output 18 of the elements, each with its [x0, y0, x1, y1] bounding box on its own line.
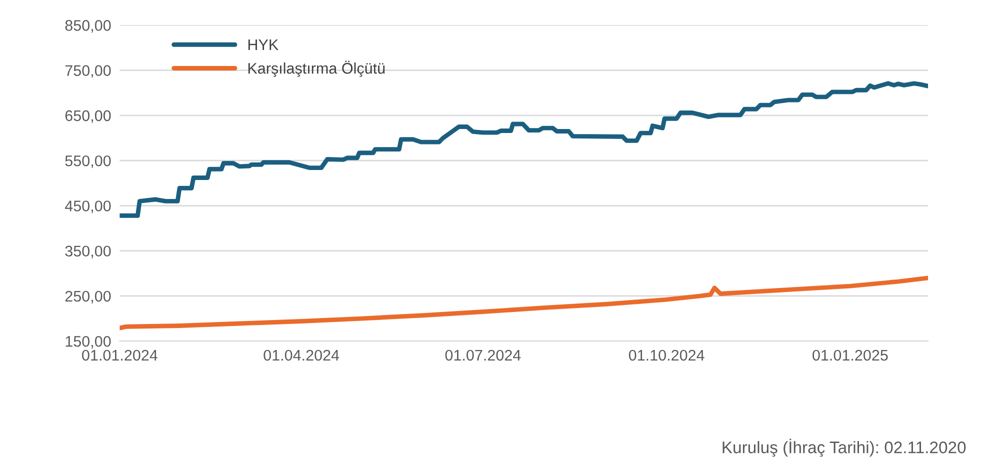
x-tick-label: 01.01.2024	[82, 350, 158, 361]
y-tick-label: 750,00	[65, 65, 111, 78]
x-tick-label: 01.04.2024	[264, 350, 340, 361]
legend-label: Karşılaştırma Ölçütü	[248, 60, 385, 77]
line-series	[120, 276, 928, 330]
legend-label: HYK	[248, 39, 278, 50]
y-tick-label: 150,00	[66, 336, 111, 349]
x-tick-label: 01.10.2024	[628, 350, 704, 361]
x-tick-label: 01.07.2024	[445, 350, 521, 361]
y-tick-label: 550,00	[65, 155, 111, 168]
y-tick-label: 850,00	[65, 20, 111, 33]
y-tick-label: 650,00	[65, 110, 111, 123]
text: Kuruluş (İhraç Tarihi): 02.11.2020	[722, 438, 966, 457]
y-tick-label: 350,00	[65, 246, 111, 258]
line-series	[120, 81, 928, 218]
y-tick-label: 450,00	[64, 200, 111, 214]
x-tick-label: 01.01.2025	[812, 350, 888, 361]
y-tick-label: 250,00	[65, 290, 111, 304]
